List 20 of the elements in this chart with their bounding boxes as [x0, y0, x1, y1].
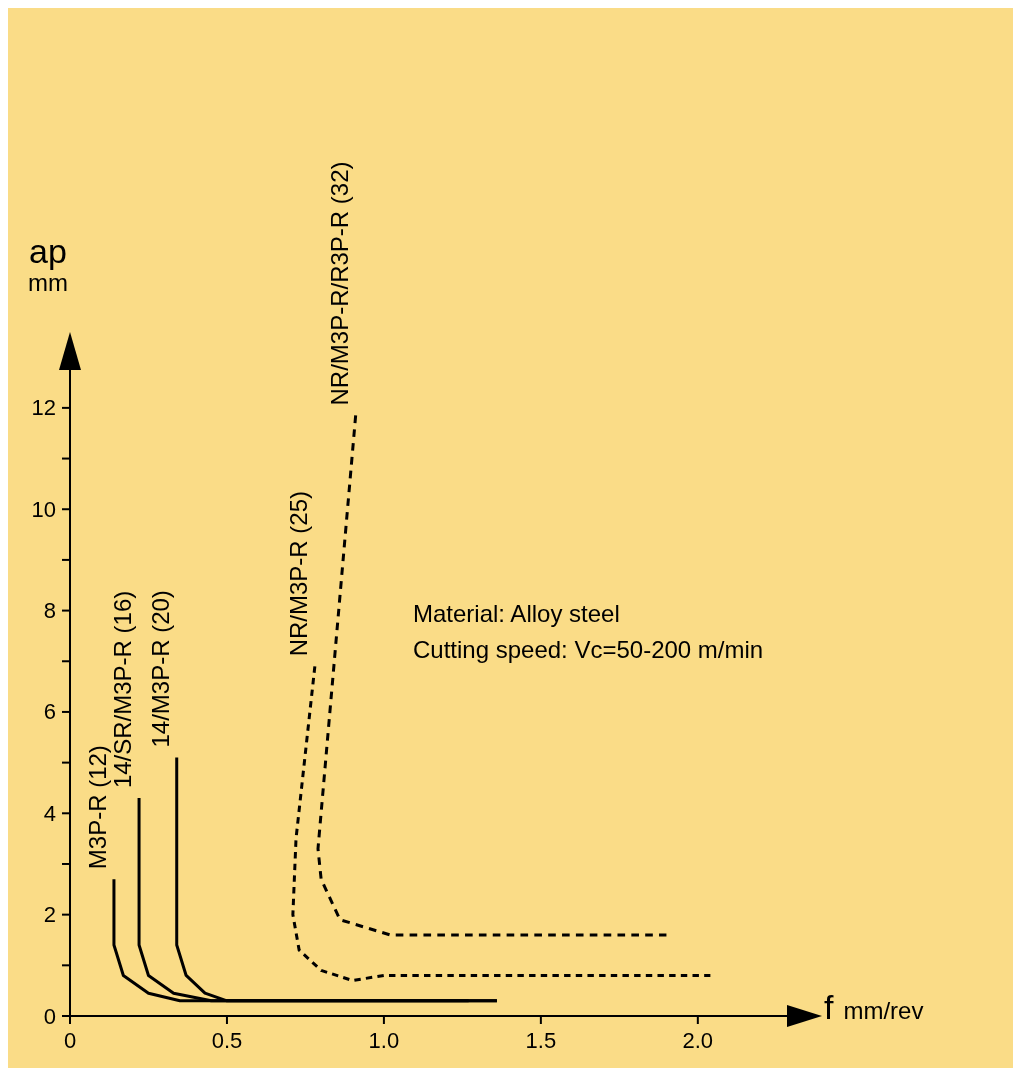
y-tick-label: 10 — [31, 496, 56, 522]
x-tick-label: 0 — [63, 1028, 77, 1053]
text: M3P-R (12) — [84, 745, 112, 870]
x-tick-label: 0.5 — [211, 1028, 243, 1053]
text: NR/M3P-R/R3P-R (32) — [326, 161, 353, 406]
annotation: Cutting speed: Vc=50-200 m/min — [413, 635, 764, 665]
x-tick-label: 1.5 — [525, 1028, 557, 1053]
y-tick-label: 0 — [43, 1003, 56, 1029]
text: 14/M3P-R (20) — [147, 590, 175, 748]
y-tick-label: 2 — [43, 902, 56, 928]
annotation: Material: Alloy steel — [413, 599, 621, 629]
x-tick-label: 2.0 — [682, 1028, 714, 1053]
y-tick-label: 6 — [43, 699, 56, 725]
y-tick-label: 4 — [43, 800, 56, 826]
text: NR/M3P-R (25) — [285, 490, 313, 657]
x-axis-title: f mm/rev — [824, 988, 924, 1026]
y-tick-label: 12 — [31, 395, 56, 421]
y-tick-label: 8 — [43, 598, 56, 624]
y-axis-title: ap mm — [28, 232, 68, 297]
x-tick-label: 1.0 — [368, 1028, 400, 1053]
